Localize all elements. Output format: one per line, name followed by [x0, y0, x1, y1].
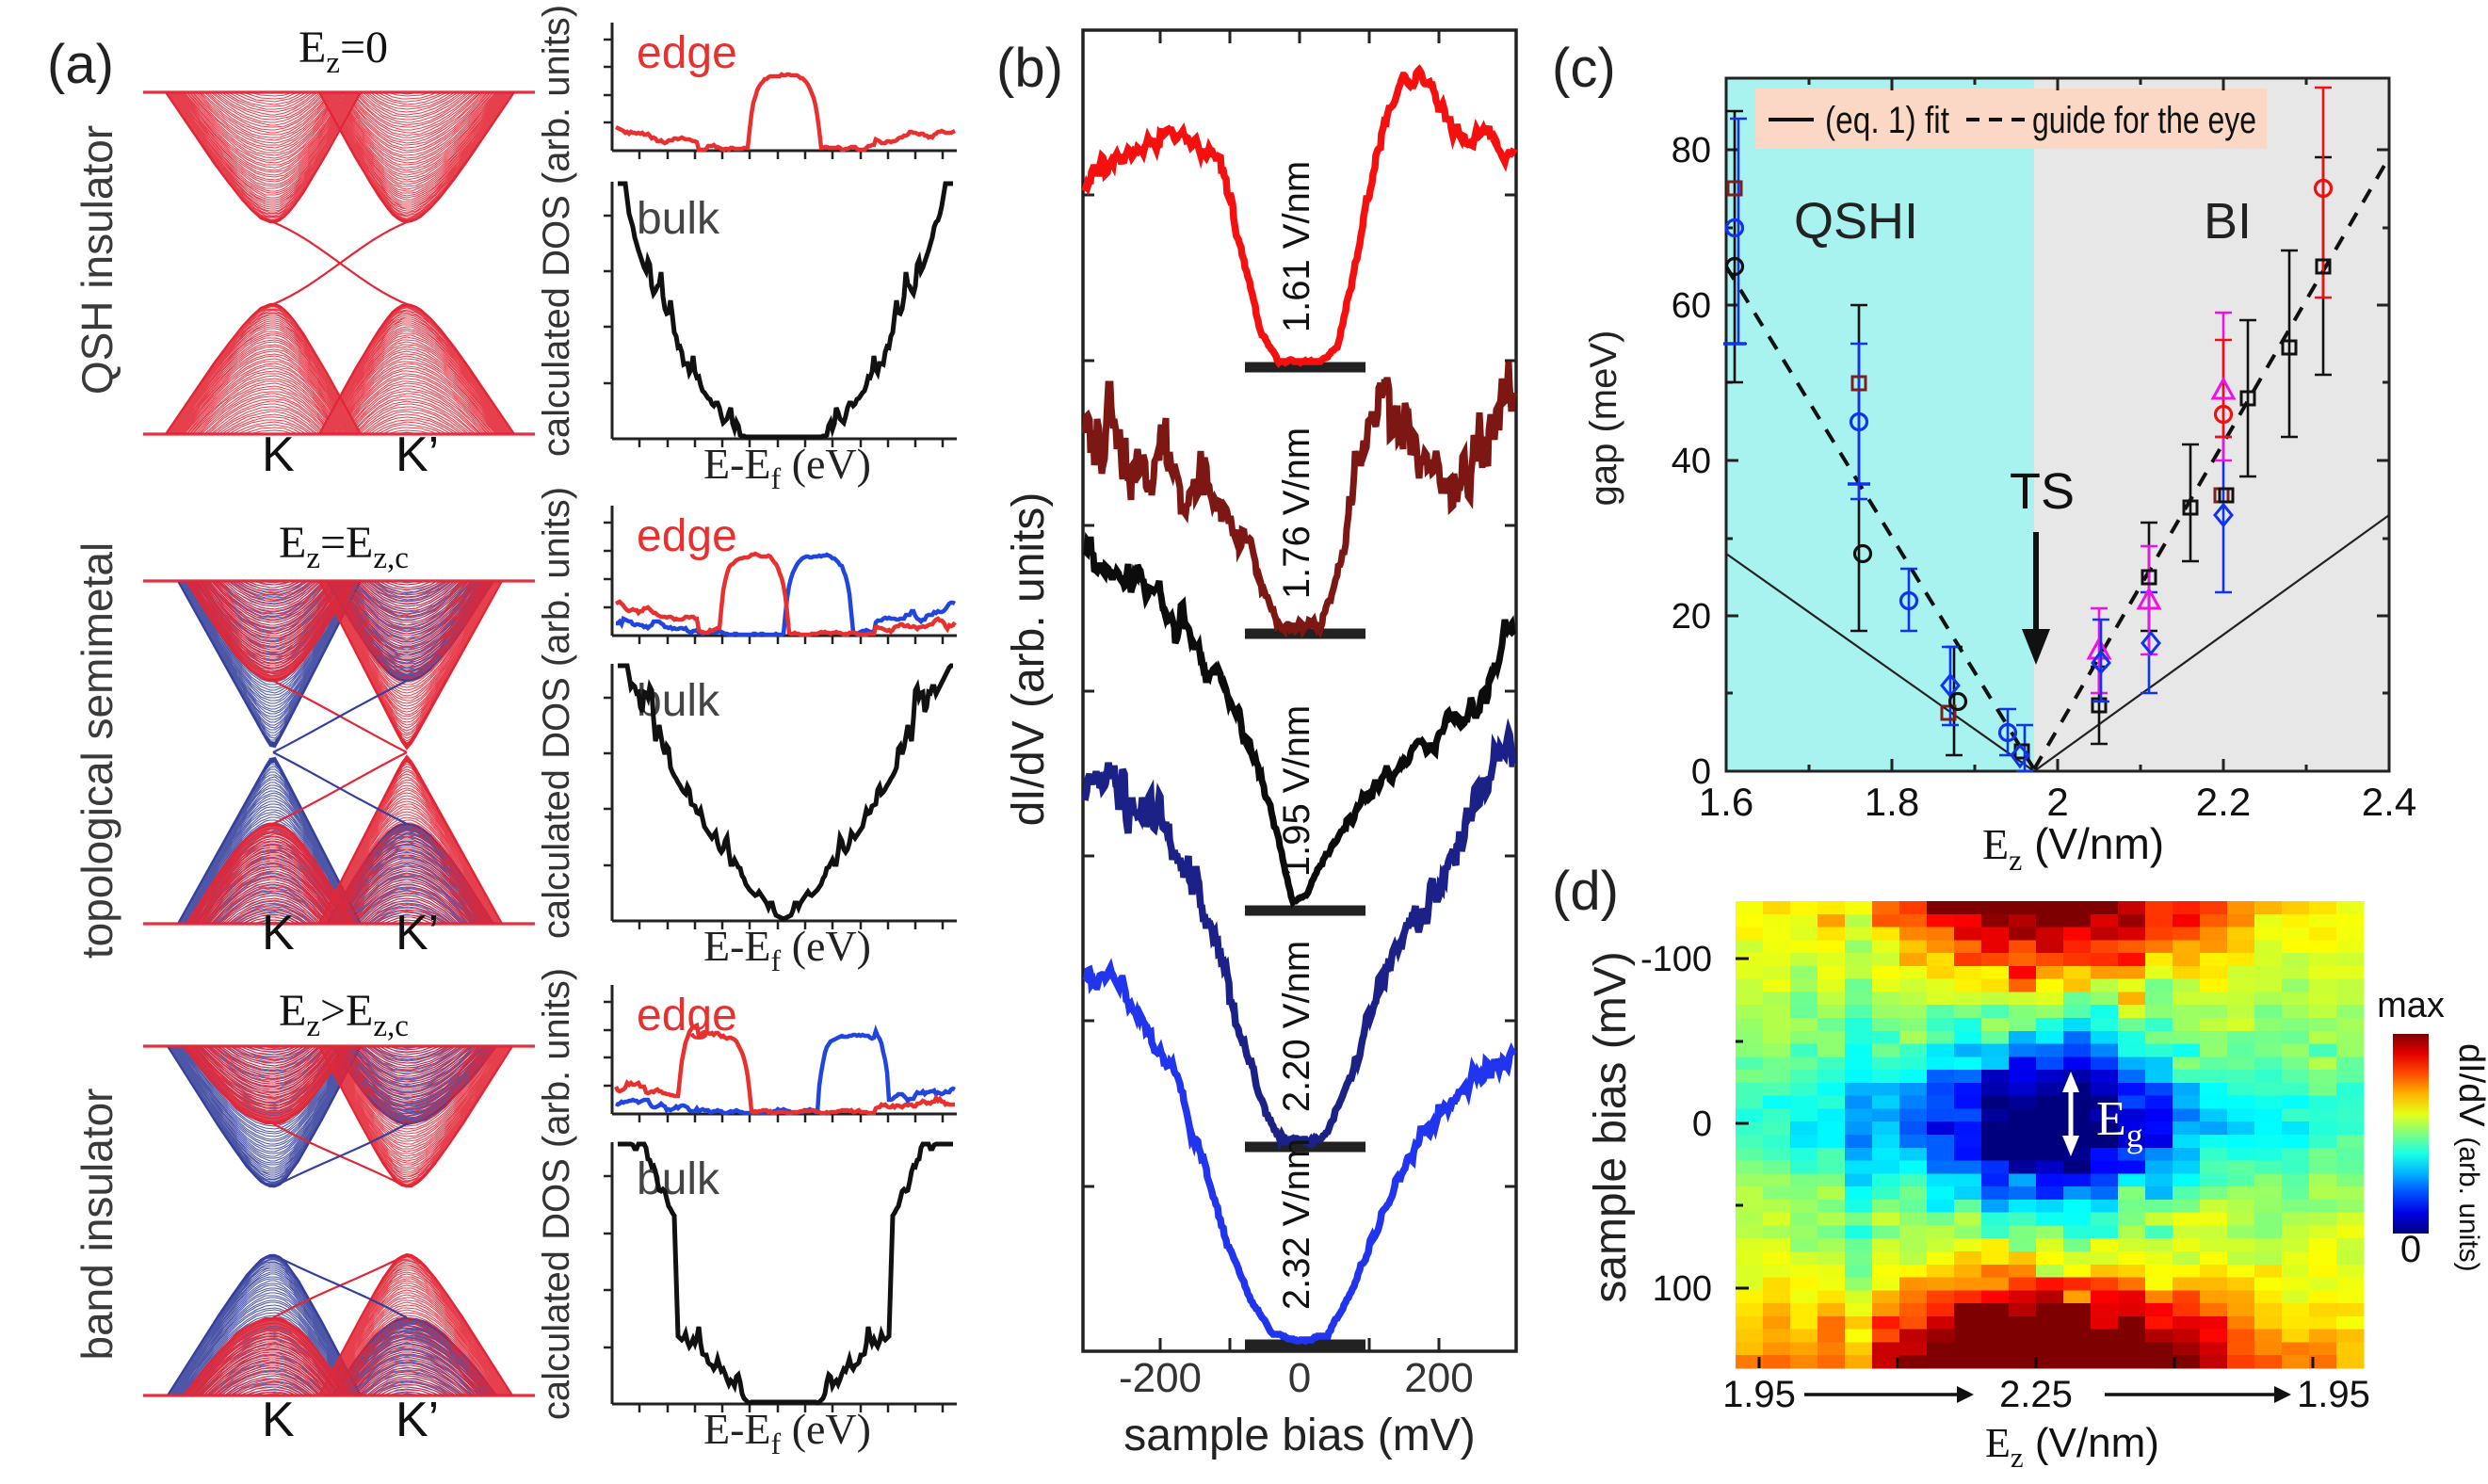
svg-text:Ez>Ez,c: Ez>Ez,c [279, 986, 409, 1043]
svg-text:(a): (a) [47, 34, 114, 95]
svg-text:edge: edge [637, 511, 737, 561]
svg-text:sample bias (mV): sample bias (mV) [1123, 1411, 1475, 1460]
svg-text:(eq. 1) fit: (eq. 1) fit [1825, 100, 1949, 141]
svg-text:E-Ef (eV): E-Ef (eV) [703, 922, 871, 977]
svg-text:E-Ef (eV): E-Ef (eV) [703, 1405, 871, 1460]
svg-text:Ez (V/nm): Ez (V/nm) [1985, 1420, 2159, 1474]
svg-text:0: 0 [1288, 1355, 1311, 1401]
svg-text:(c): (c) [1552, 38, 1616, 99]
svg-text:edge: edge [637, 28, 737, 78]
svg-text:Ez=0: Ez=0 [299, 23, 388, 80]
svg-text:BI: BI [2204, 193, 2252, 250]
svg-text:1.95: 1.95 [1722, 1374, 1796, 1415]
svg-text:0: 0 [1692, 1105, 1712, 1144]
svg-text:1.6: 1.6 [1699, 780, 1753, 824]
svg-text:dI/dV (arb. units): dI/dV (arb. units) [1004, 492, 1054, 827]
svg-text:200: 200 [1404, 1355, 1473, 1401]
svg-text:calculated DOS (arb. units): calculated DOS (arb. units) [536, 5, 577, 457]
svg-text:20: 20 [1672, 597, 1711, 637]
svg-text:K: K [262, 1393, 295, 1447]
svg-text:K’: K’ [396, 906, 439, 960]
svg-text:2.25: 2.25 [1999, 1374, 2073, 1415]
svg-text:QSHI: QSHI [1794, 193, 1918, 250]
svg-text:0: 0 [2400, 1229, 2421, 1270]
svg-text:K: K [262, 427, 295, 482]
svg-text:100: 100 [1653, 1269, 1712, 1309]
svg-text:gap (meV): gap (meV) [1583, 331, 1624, 507]
svg-text:1.95: 1.95 [2297, 1374, 2370, 1415]
svg-text:bulk: bulk [637, 194, 720, 244]
svg-text:K’: K’ [396, 427, 439, 482]
svg-text:dI/dV (arb. units): dI/dV (arb. units) [2451, 1043, 2488, 1272]
svg-text:calculated DOS (arb. units): calculated DOS (arb. units) [536, 487, 577, 939]
svg-text:K’: K’ [396, 1393, 439, 1447]
svg-text:40: 40 [1672, 442, 1711, 481]
svg-text:0: 0 [1691, 752, 1711, 792]
svg-text:1.95 V/nm: 1.95 V/nm [1276, 705, 1317, 877]
svg-text:80: 80 [1672, 131, 1711, 170]
svg-text:-200: -200 [1119, 1355, 1202, 1401]
svg-text:1.61 V/nm: 1.61 V/nm [1276, 161, 1317, 332]
svg-text:60: 60 [1672, 286, 1711, 326]
svg-text:1.8: 1.8 [1865, 780, 1919, 824]
svg-text:2: 2 [2046, 780, 2068, 824]
svg-text:QSH insulator: QSH insulator [73, 125, 121, 395]
svg-text:K: K [262, 906, 295, 960]
svg-text:sample bias (mV): sample bias (mV) [1586, 951, 1636, 1302]
svg-text:(d): (d) [1552, 861, 1619, 922]
svg-text:2.2: 2.2 [2196, 780, 2251, 824]
svg-text:TS: TS [2010, 463, 2075, 520]
svg-text:-100: -100 [1640, 940, 1712, 979]
svg-text:2.20 V/nm: 2.20 V/nm [1276, 941, 1317, 1112]
svg-text:1.76 V/nm: 1.76 V/nm [1276, 427, 1317, 599]
svg-text:topological semimetal: topological semimetal [73, 542, 121, 959]
svg-text:max: max [2377, 986, 2445, 1025]
svg-text:calculated DOS (arb. units): calculated DOS (arb. units) [536, 968, 577, 1420]
svg-text:(b): (b) [996, 38, 1063, 99]
svg-text:2.32 V/nm: 2.32 V/nm [1276, 1138, 1317, 1310]
svg-text:2.4: 2.4 [2362, 780, 2416, 824]
svg-text:edge: edge [637, 991, 737, 1040]
svg-text:E-Ef (eV): E-Ef (eV) [703, 440, 871, 495]
svg-text:guide for the eye: guide for the eye [2032, 100, 2256, 141]
svg-text:band insulator: band insulator [73, 1089, 121, 1361]
